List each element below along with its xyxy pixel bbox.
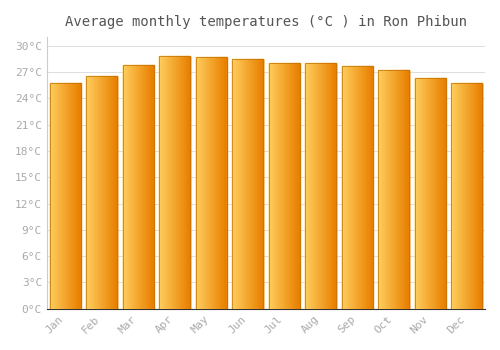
Bar — [451, 83, 482, 309]
Bar — [268, 63, 300, 309]
Bar — [232, 59, 263, 309]
Bar — [122, 65, 154, 309]
Bar — [50, 83, 80, 309]
Bar — [414, 78, 446, 309]
Bar — [86, 76, 117, 309]
Title: Average monthly temperatures (°C ) in Ron Phibun: Average monthly temperatures (°C ) in Ro… — [65, 15, 467, 29]
Bar — [159, 56, 190, 309]
Bar — [196, 57, 226, 309]
Bar — [342, 66, 372, 309]
Bar — [378, 70, 409, 309]
Bar — [305, 63, 336, 309]
